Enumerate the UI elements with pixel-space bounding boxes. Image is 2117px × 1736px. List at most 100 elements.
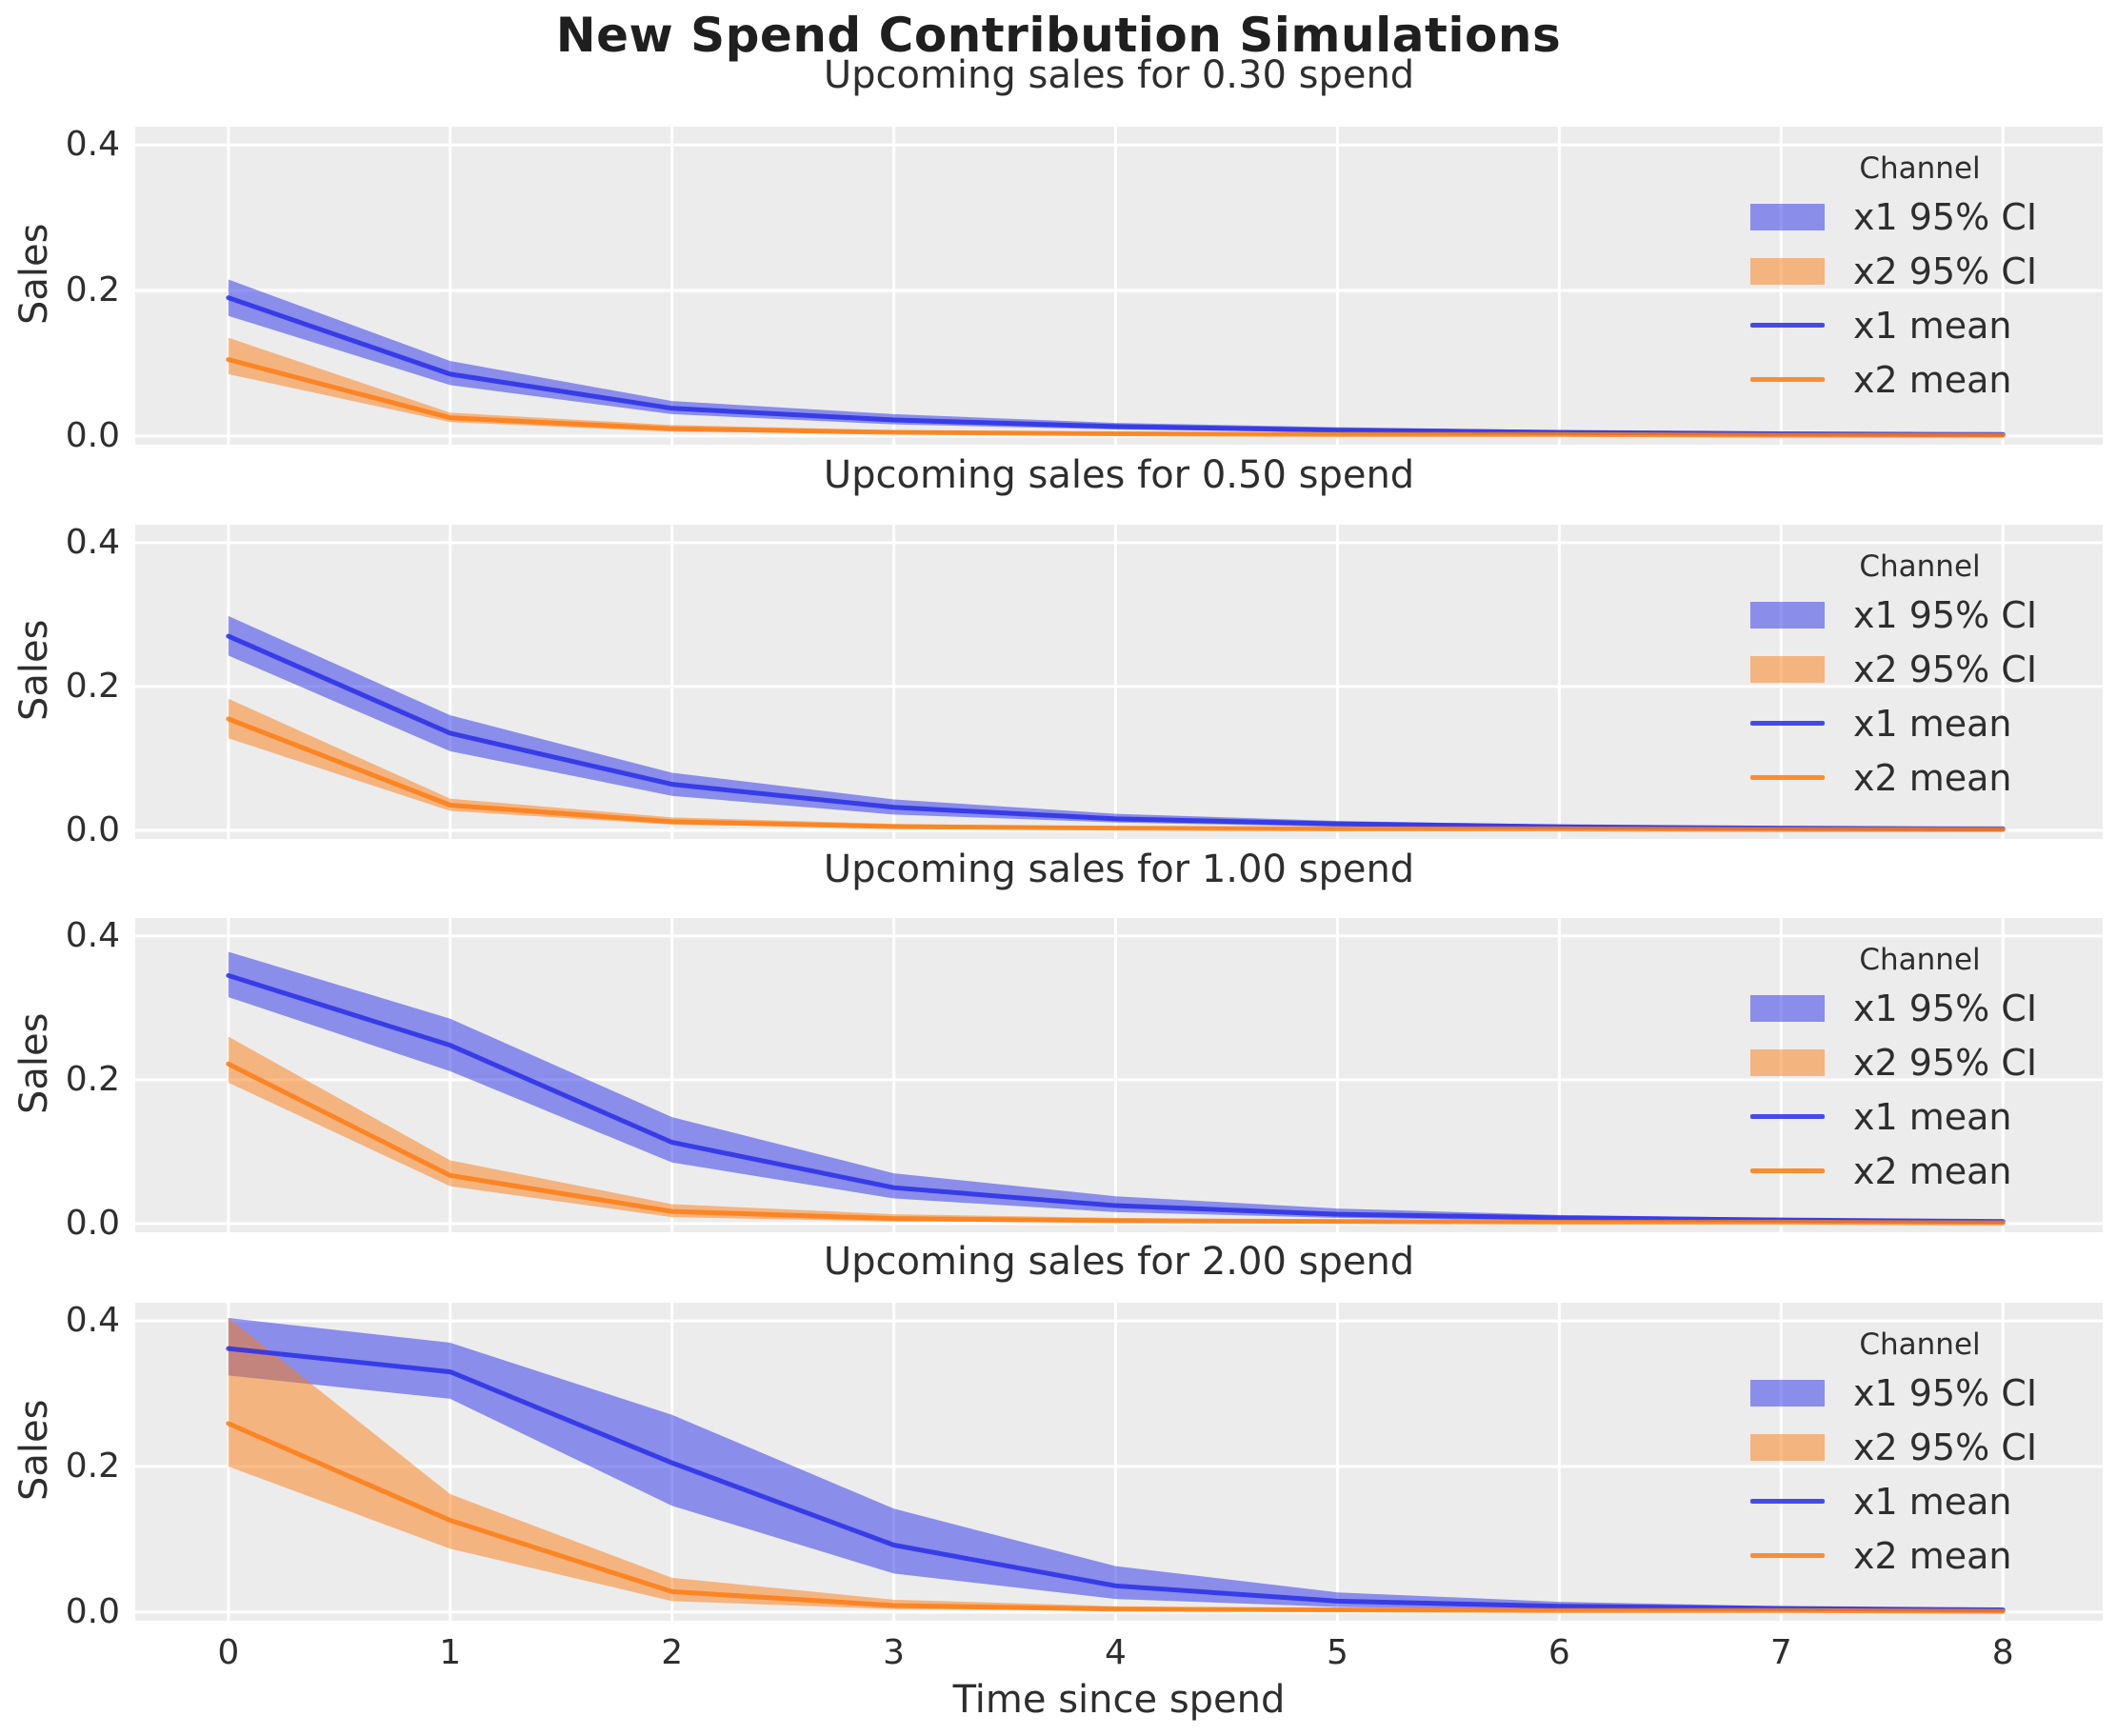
- x1-mean-line-swatch: [1750, 323, 1825, 328]
- y-tick-label: 0.0: [65, 1203, 120, 1243]
- legend-entry-x1-mean: x1 mean: [1750, 696, 2089, 750]
- x1-mean-line-swatch: [1750, 1114, 1825, 1119]
- legend-entry-x1-ci: x1 95% CI: [1750, 981, 2089, 1035]
- legend-entry-label: x2 95% CI: [1853, 1041, 2038, 1084]
- legend: Channel x1 95% CI x2 95% CI x1 mean x2 m…: [1750, 546, 2089, 805]
- x-tick-label: 7: [1769, 1633, 1792, 1672]
- x1-mean-line-swatch: [1750, 1499, 1825, 1504]
- x-tick-label: 1: [439, 1633, 462, 1672]
- x1-ci-band: [228, 615, 2004, 830]
- y-tick-label: 0.2: [65, 666, 120, 706]
- axes-background: [135, 127, 2103, 445]
- x-tick-labels: 0 1 2 3 4 5 6 7 8: [135, 1632, 2103, 1674]
- x2-mean-line-swatch: [1750, 1553, 1825, 1558]
- subplot-title: Upcoming sales for 0.30 spend: [823, 53, 1415, 97]
- legend-entry-label: x1 95% CI: [1853, 987, 2038, 1029]
- x1-mean-line: [226, 1346, 2006, 1613]
- subplot-title: Upcoming sales for 2.00 spend: [823, 1240, 1415, 1284]
- subplot-3-axes: Channel x1 95% CI x2 95% CI x1 mean x2 m…: [135, 1303, 2103, 1621]
- legend-entry-label: x2 95% CI: [1853, 648, 2038, 690]
- legend-entry-label: x2 mean: [1853, 358, 2012, 401]
- x-tick-label: 3: [883, 1633, 906, 1672]
- x1-ci-swatch: [1750, 601, 1825, 629]
- y-tick-label: 0.4: [65, 522, 120, 562]
- x-tick-label: 8: [1991, 1633, 2014, 1672]
- x2-mean-line: [226, 1061, 2006, 1226]
- figure-title: New Spend Contribution Simulations: [555, 8, 1562, 63]
- y-tick-label: 0.4: [65, 1301, 120, 1341]
- legend: Channel x1 95% CI x2 95% CI x1 mean x2 m…: [1750, 148, 2089, 407]
- legend: Channel x1 95% CI x2 95% CI x1 mean x2 m…: [1750, 1324, 2089, 1583]
- legend-entry-label: x1 mean: [1853, 1480, 2012, 1523]
- y-tick-label: 0.4: [65, 125, 120, 165]
- y-tick-label: 0.4: [65, 915, 120, 955]
- y-tick-label: 0.2: [65, 1059, 120, 1099]
- x2-ci-swatch: [1750, 257, 1825, 285]
- legend-entry-x1-ci: x1 95% CI: [1750, 190, 2089, 244]
- legend-entry-x1-mean: x1 mean: [1750, 298, 2089, 352]
- x-tick-label: 4: [1105, 1633, 1127, 1672]
- subplot-0-canvas: [135, 127, 2103, 445]
- legend-entry-label: x2 95% CI: [1853, 1426, 2038, 1468]
- legend-entry-label: x1 95% CI: [1853, 593, 2038, 636]
- legend-entry-x2-mean: x2 mean: [1750, 352, 2089, 407]
- y-tick-label: 0.2: [65, 1446, 120, 1486]
- x2-mean-line: [226, 716, 2006, 832]
- x1-ci-swatch: [1750, 203, 1825, 230]
- legend-entry-label: x1 mean: [1853, 304, 2012, 347]
- legend-entry-x1-ci: x1 95% CI: [1750, 588, 2089, 642]
- y-tick-label: 0.2: [65, 269, 120, 309]
- y-tick-label: 0.0: [65, 415, 120, 455]
- legend-entry-label: x2 mean: [1853, 1149, 2012, 1192]
- legend-entry-x2-ci: x2 95% CI: [1750, 1420, 2089, 1474]
- legend-entry-x2-ci: x2 95% CI: [1750, 244, 2089, 298]
- legend-entry-x1-ci: x1 95% CI: [1750, 1366, 2089, 1420]
- legend-entry-x2-ci: x2 95% CI: [1750, 1035, 2089, 1089]
- x2-mean-line-swatch: [1750, 1168, 1825, 1173]
- x1-ci-band: [228, 951, 2004, 1223]
- y-tick-label: 0.0: [65, 1591, 120, 1631]
- x-axis-label: Time since spend: [952, 1678, 1286, 1722]
- x2-mean-line-swatch: [1750, 775, 1825, 780]
- legend-entry-label: x1 95% CI: [1853, 195, 2038, 238]
- x2-ci-swatch: [1750, 1433, 1825, 1461]
- legend-entry-label: x2 mean: [1853, 1534, 2012, 1577]
- y-tick-label: 0.0: [65, 809, 120, 849]
- x-tick-label: 6: [1548, 1633, 1570, 1672]
- legend-entry-x2-ci: x2 95% CI: [1750, 642, 2089, 696]
- x2-mean-line: [226, 357, 2006, 438]
- legend-title: Channel: [1859, 549, 1981, 584]
- x-tick-label: 0: [217, 1633, 240, 1672]
- subplot-1-axes: Channel x1 95% CI x2 95% CI x1 mean x2 m…: [135, 525, 2103, 839]
- y-tick-labels: 0.0 0.2 0.4: [0, 522, 128, 849]
- subplot-0-axes: Channel x1 95% CI x2 95% CI x1 mean x2 m…: [135, 127, 2103, 445]
- subplot-title: Upcoming sales for 1.00 spend: [823, 848, 1415, 891]
- legend-entry-x1-mean: x1 mean: [1750, 1474, 2089, 1528]
- legend-entry-label: x1 95% CI: [1853, 1371, 2038, 1414]
- subplot-3-canvas: [135, 1303, 2103, 1621]
- y-tick-labels: 0.0 0.2 0.4: [0, 1301, 128, 1631]
- subplot-title: Upcoming sales for 0.50 spend: [823, 453, 1415, 497]
- x2-ci-swatch: [1750, 655, 1825, 683]
- x1-ci-swatch: [1750, 1379, 1825, 1407]
- legend-entry-x2-mean: x2 mean: [1750, 1144, 2089, 1198]
- x1-ci-band: [228, 1318, 2004, 1612]
- x2-mean-line: [226, 1421, 2006, 1614]
- legend: Channel x1 95% CI x2 95% CI x1 mean x2 m…: [1750, 939, 2089, 1198]
- subplot-2-axes: Channel x1 95% CI x2 95% CI x1 mean x2 m…: [135, 918, 2103, 1232]
- legend-entry-label: x1 mean: [1853, 1095, 2012, 1138]
- x2-mean-line-swatch: [1750, 377, 1825, 382]
- legend-entry-label: x1 mean: [1853, 702, 2012, 745]
- legend-title: Channel: [1859, 943, 1981, 977]
- legend-entry-x1-mean: x1 mean: [1750, 1089, 2089, 1144]
- legend-entry-label: x2 mean: [1853, 756, 2012, 799]
- x1-ci-swatch: [1750, 994, 1825, 1022]
- y-tick-labels: 0.0 0.2 0.4: [0, 125, 128, 455]
- y-tick-labels: 0.0 0.2 0.4: [0, 915, 128, 1243]
- x-tick-label: 2: [661, 1633, 684, 1672]
- legend-entry-label: x2 95% CI: [1853, 249, 2038, 292]
- legend-entry-x2-mean: x2 mean: [1750, 1528, 2089, 1583]
- x1-mean-line: [226, 972, 2006, 1225]
- legend-title: Channel: [1859, 151, 1981, 186]
